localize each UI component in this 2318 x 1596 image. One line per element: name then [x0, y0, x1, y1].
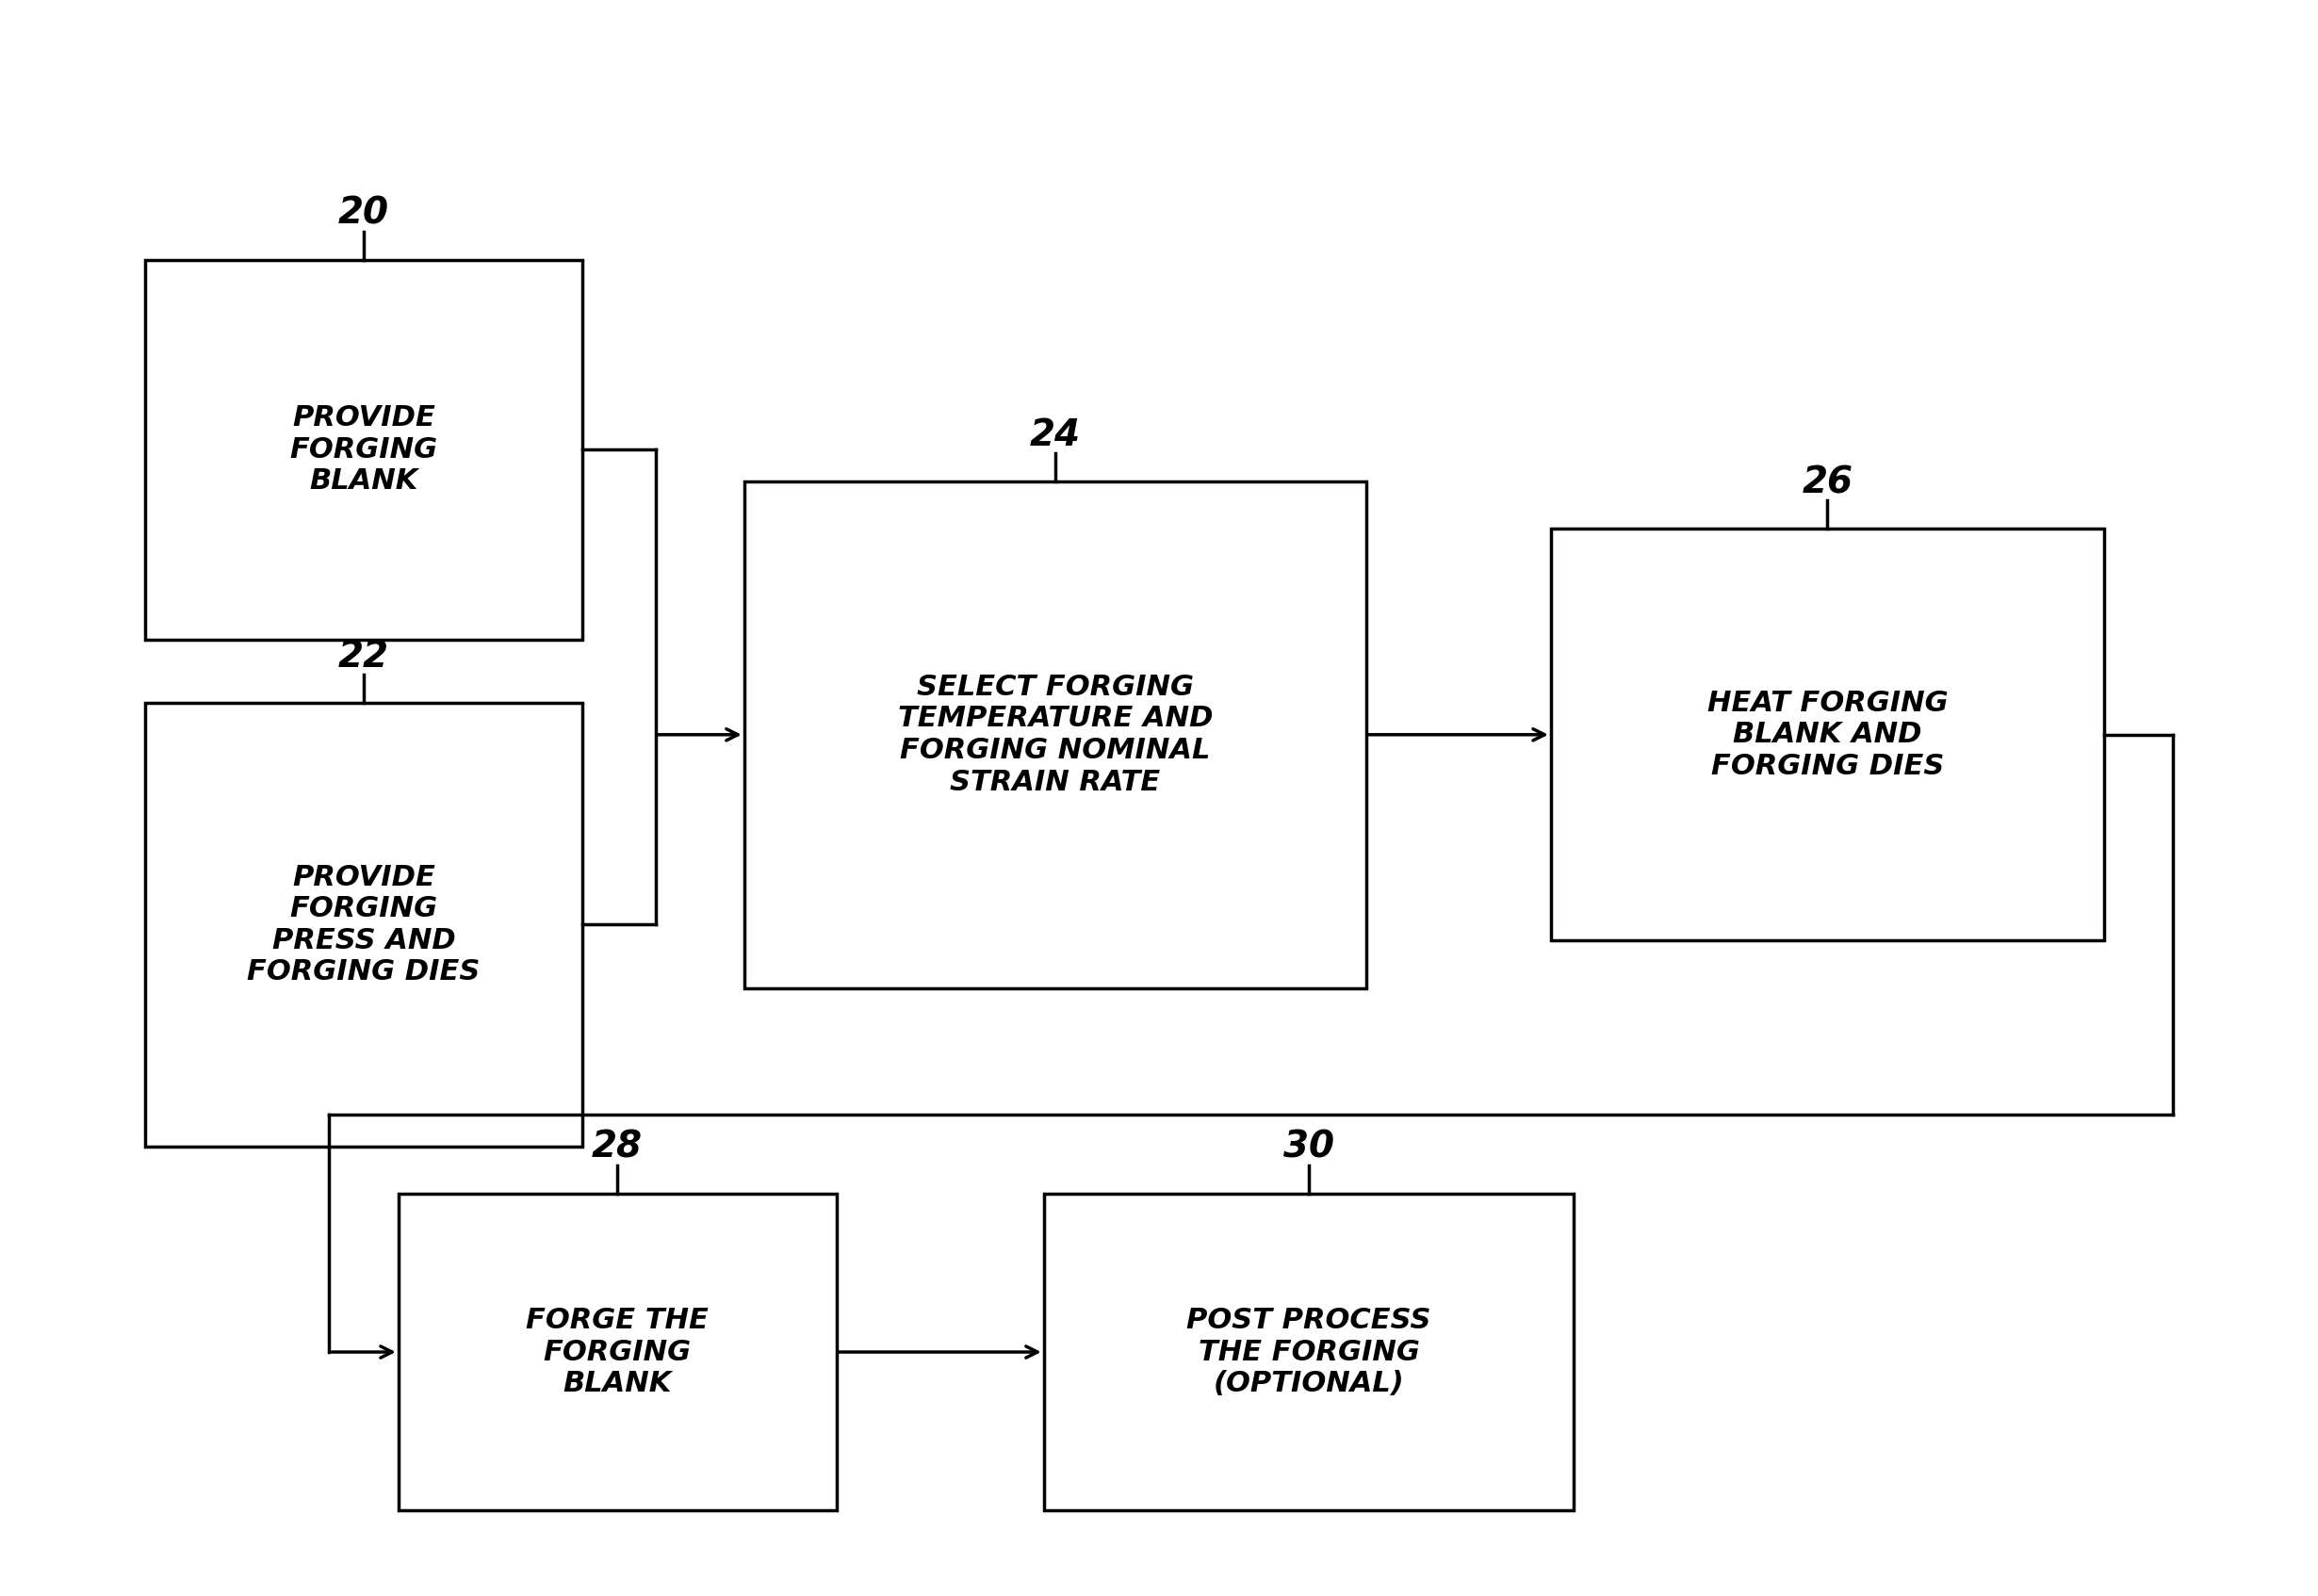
Text: 26: 26 — [1801, 464, 1852, 501]
Text: FORGE THE
FORGING
BLANK: FORGE THE FORGING BLANK — [526, 1307, 709, 1398]
Text: 22: 22 — [338, 638, 389, 675]
Bar — [144, 702, 582, 1146]
Bar — [144, 260, 582, 640]
Text: PROVIDE
FORGING
BLANK: PROVIDE FORGING BLANK — [290, 404, 438, 495]
Text: 20: 20 — [338, 196, 389, 231]
Text: 30: 30 — [1284, 1130, 1335, 1165]
Text: 28: 28 — [591, 1130, 642, 1165]
Text: SELECT FORGING
TEMPERATURE AND
FORGING NOMINAL
STRAIN RATE: SELECT FORGING TEMPERATURE AND FORGING N… — [897, 674, 1212, 796]
Bar — [1043, 1194, 1574, 1510]
Text: POST PROCESS
THE FORGING
(OPTIONAL): POST PROCESS THE FORGING (OPTIONAL) — [1187, 1307, 1430, 1398]
Bar — [1551, 528, 2105, 940]
Text: 24: 24 — [1029, 417, 1080, 453]
Bar — [744, 482, 1365, 988]
Text: HEAT FORGING
BLANK AND
FORGING DIES: HEAT FORGING BLANK AND FORGING DIES — [1706, 689, 1947, 780]
Bar — [399, 1194, 837, 1510]
Text: PROVIDE
FORGING
PRESS AND
FORGING DIES: PROVIDE FORGING PRESS AND FORGING DIES — [248, 863, 480, 986]
